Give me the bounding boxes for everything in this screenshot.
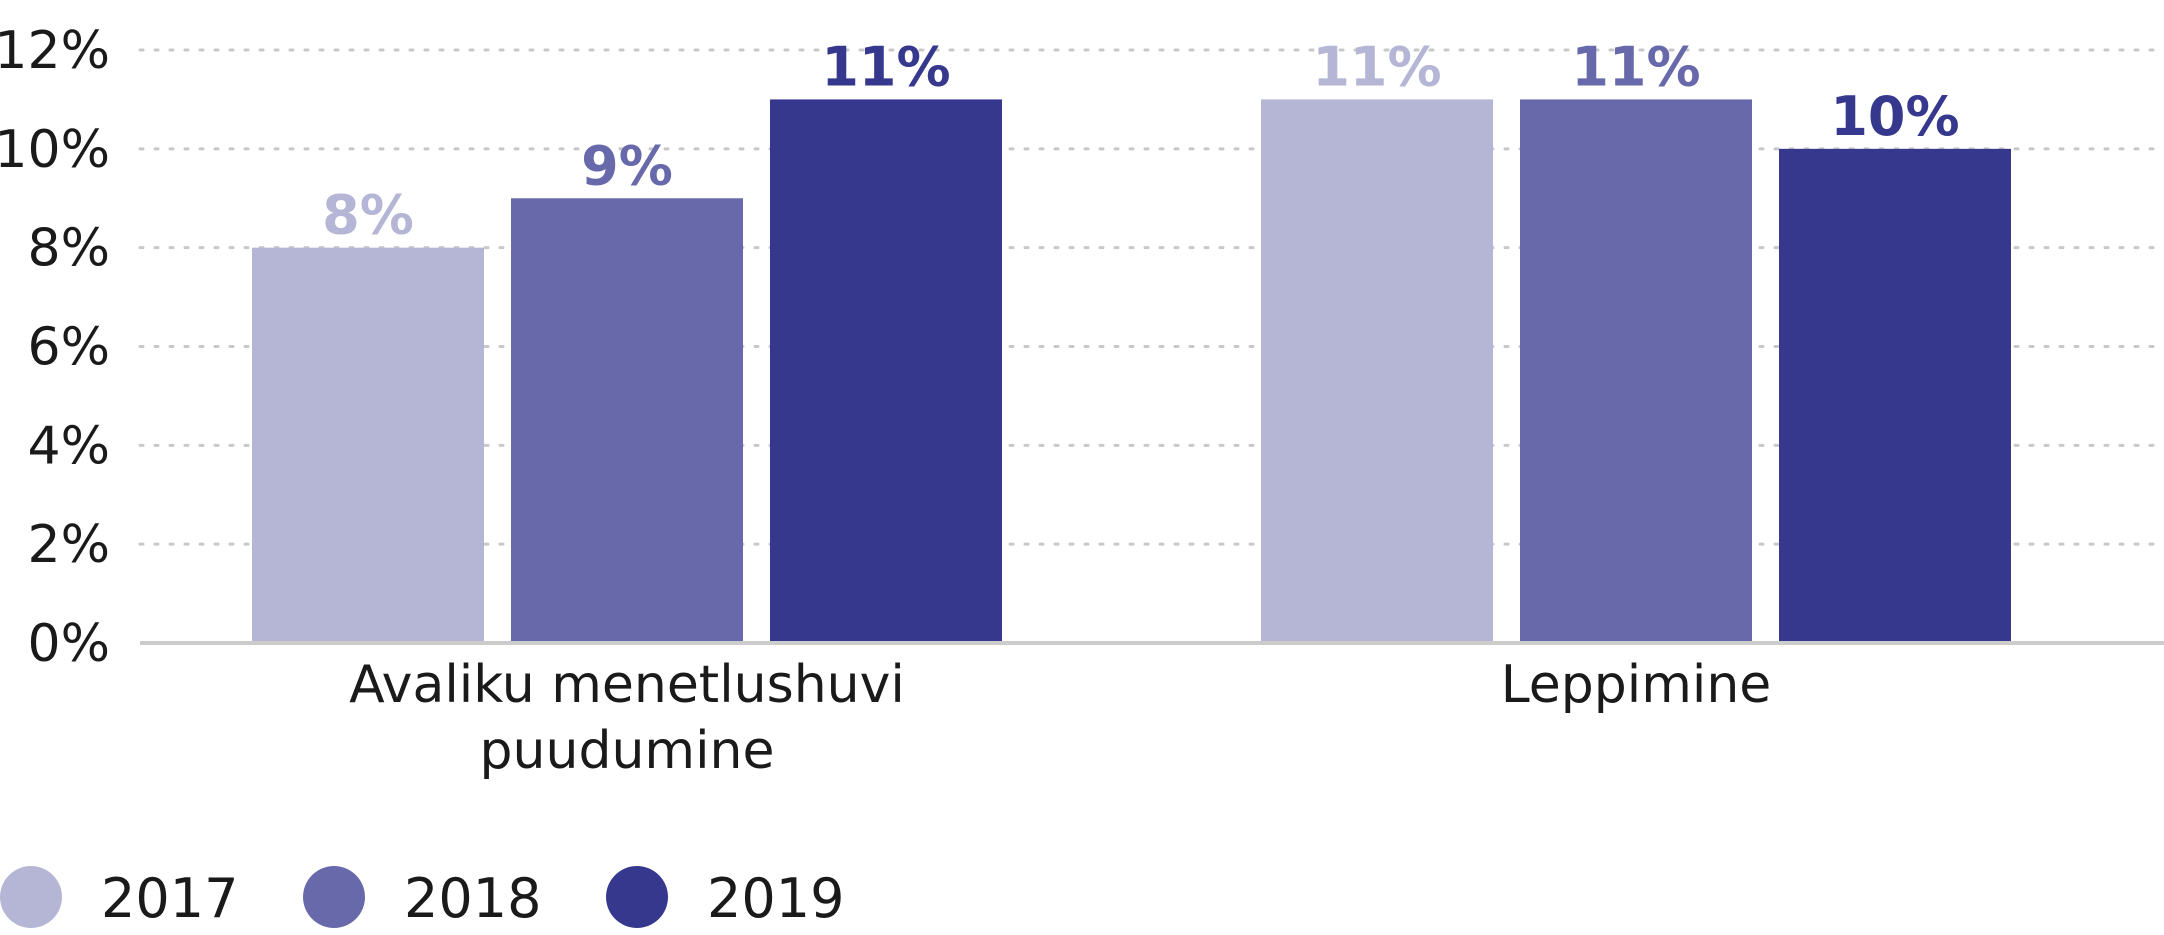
data-label: 8%: [322, 184, 414, 247]
data-label: 11%: [821, 35, 950, 98]
legend-label-2018: 2018: [404, 867, 541, 930]
data-label: 11%: [1571, 35, 1700, 98]
y-tick-label: 8%: [28, 219, 111, 279]
category-label: puudumine: [480, 721, 775, 781]
data-label: 11%: [1312, 35, 1441, 98]
y-axis-ticks: 0% 2% 4% 6% 8% 10% 12%: [0, 21, 110, 674]
bar-2017: [252, 247, 484, 643]
bar-2018: [1520, 99, 1752, 643]
y-tick-label: 10%: [0, 120, 110, 180]
bar-2019: [770, 99, 1002, 643]
data-label: 10%: [1830, 85, 1959, 148]
legend-swatch-2017: [0, 866, 62, 928]
y-tick-label: 6%: [28, 318, 111, 378]
category-label: Leppimine: [1501, 655, 1772, 715]
legend: 2017 2018 2019: [0, 866, 844, 930]
bar-2017: [1261, 99, 1493, 643]
y-tick-label: 4%: [28, 416, 111, 476]
legend-swatch-2018: [303, 866, 365, 928]
value-labels: 8% 11% 9% 11% 11% 10%: [322, 35, 1959, 246]
legend-label-2019: 2019: [707, 867, 844, 930]
y-tick-label: 2%: [28, 515, 111, 575]
bar-2018: [511, 198, 743, 643]
legend-swatch-2019: [606, 866, 668, 928]
bar-2019: [1779, 148, 2011, 644]
bars: [252, 99, 2011, 644]
data-label: 9%: [581, 134, 673, 197]
y-tick-label: 0%: [28, 614, 111, 674]
legend-label-2017: 2017: [101, 867, 238, 930]
y-tick-label: 12%: [0, 21, 110, 81]
category-label: Avaliku menetlushuvi: [349, 655, 905, 715]
